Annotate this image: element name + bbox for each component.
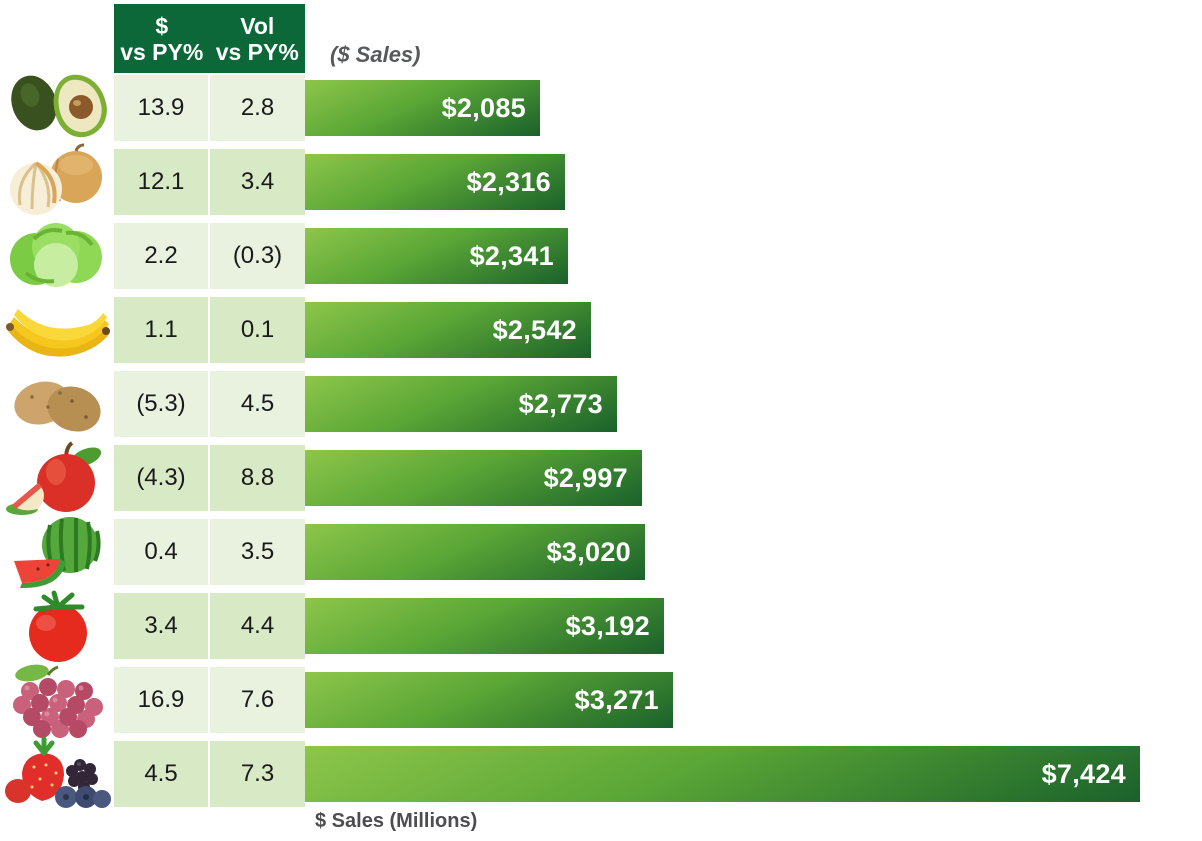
vol-vs-py-value: 4.4 — [210, 593, 305, 659]
dollar-vs-py-value: (5.3) — [114, 371, 208, 437]
sales-value-label: $2,341 — [469, 240, 554, 271]
grapes-icon — [2, 661, 114, 739]
dollar-vs-py-value: 16.9 — [114, 667, 208, 733]
col-header-vol-line1: Vol — [240, 12, 275, 39]
row-avocado: 13.9 2.8 $2,085 — [0, 74, 1202, 141]
row-watermelon: 0.4 3.5 $3,020 — [0, 517, 1202, 589]
sales-bar: $2,997 — [305, 450, 642, 506]
sales-value-label: $2,773 — [518, 388, 603, 419]
sales-bar: $7,424 — [305, 746, 1140, 802]
col-header-dollar-line2: vs PY% — [120, 38, 204, 65]
avocado-icon — [2, 69, 114, 147]
dollar-vs-py-value: 3.4 — [114, 593, 208, 659]
sales-bar: $2,542 — [305, 302, 591, 358]
apple-icon — [2, 439, 114, 517]
x-axis-label: $ Sales (Millions) — [315, 810, 478, 832]
dollar-vs-py-value: 0.4 — [114, 519, 208, 585]
sales-bar: $3,192 — [305, 598, 664, 654]
sales-bar: $2,773 — [305, 376, 617, 432]
col-header-vol-line2: vs PY% — [215, 38, 299, 65]
potato-icon — [2, 365, 114, 443]
dollar-vs-py-value: 12.1 — [114, 149, 208, 215]
row-apples: (4.3) 8.8 $2,997 — [0, 441, 1202, 515]
watermelon-icon — [2, 513, 114, 591]
row-lettuce: 2.2 (0.3) $2,341 — [0, 223, 1202, 289]
row-onion: 12.1 3.4 $2,316 — [0, 143, 1202, 215]
dollar-vs-py-value: 13.9 — [114, 75, 208, 141]
vol-vs-py-value: 2.8 — [210, 75, 305, 141]
row-tomatoes: 3.4 4.4 $3,192 — [0, 590, 1202, 662]
vol-vs-py-value: 0.1 — [210, 297, 305, 363]
row-grapes: 16.9 7.6 $3,271 — [0, 664, 1202, 738]
sales-value-label: $2,542 — [492, 314, 577, 345]
row-bananas: 1.1 0.1 $2,542 — [0, 297, 1202, 363]
sales-bar: $2,085 — [305, 80, 540, 136]
sales-bar: $2,316 — [305, 154, 565, 210]
sales-bar: $3,020 — [305, 524, 645, 580]
dollar-vs-py-value: 4.5 — [114, 741, 208, 807]
vol-vs-py-value: 7.3 — [210, 741, 305, 807]
sales-value-label: $2,316 — [466, 166, 551, 197]
tomato-icon — [2, 587, 114, 665]
col-header-vol-vs-py: Vol vs PY% — [210, 4, 306, 73]
row-potatoes: (5.3) 4.5 $2,773 — [0, 371, 1202, 437]
sales-bar: $2,341 — [305, 228, 568, 284]
vol-vs-py-value: 7.6 — [210, 667, 305, 733]
col-header-dollar-vs-py: $ vs PY% — [114, 4, 210, 73]
onion-icon — [2, 143, 114, 221]
vol-vs-py-value: 4.5 — [210, 371, 305, 437]
col-header-dollar-line1: $ — [155, 12, 169, 39]
sales-value-label: $3,192 — [565, 610, 650, 641]
vol-vs-py-value: 3.5 — [210, 519, 305, 585]
lettuce-icon — [2, 217, 114, 295]
vol-vs-py-value: (0.3) — [210, 223, 305, 289]
dollar-vs-py-value: 2.2 — [114, 223, 208, 289]
dollar-vs-py-value: 1.1 — [114, 297, 208, 363]
vol-vs-py-value: 3.4 — [210, 149, 305, 215]
sales-value-label: $7,424 — [1041, 758, 1126, 789]
sales-value-label: $2,085 — [441, 92, 526, 123]
berries-icon — [2, 735, 114, 813]
dollar-vs-py-value: (4.3) — [114, 445, 208, 511]
row-berries: 4.5 7.3 $7,424 — [0, 736, 1202, 808]
sales-axis-caption: ($ Sales) — [330, 42, 421, 67]
rows-container: 13.9 2.8 $2,085 12.1 3.4 $2,316 2.2 (0.3… — [0, 74, 1202, 815]
sales-value-label: $2,997 — [543, 462, 628, 493]
sales-bar: $3,271 — [305, 672, 673, 728]
table-header: $ vs PY% Vol vs PY% — [114, 4, 305, 73]
sales-value-label: $3,271 — [574, 684, 659, 715]
sales-value-label: $3,020 — [546, 536, 631, 567]
banana-icon — [2, 291, 114, 369]
vol-vs-py-value: 8.8 — [210, 445, 305, 511]
